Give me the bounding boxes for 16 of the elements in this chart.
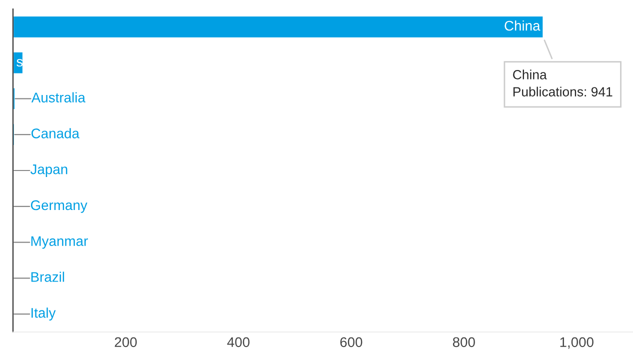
x-tick-label: 1,000 [560,337,594,349]
y-tick-label: China [504,20,540,31]
y-tick-label: Germany [30,200,88,213]
y-tick-label: Brazil [31,272,64,282]
bar [13,15,544,39]
y-tick-label: Italy [32,308,56,321]
x-tick-label: 200 [114,337,137,348]
y-tick-label: s [16,58,23,67]
x-tick-label: 400 [227,337,250,348]
y-tick-label: Japan [30,164,68,177]
y-tick-label: Canada [32,128,80,138]
y-tick-label: Australia [31,92,86,102]
y-tick-label: Myanmar [31,236,88,249]
x-tick-label: 600 [340,337,362,348]
x-tick-label: 800 [452,337,475,348]
annotation: China Publications: 941 [513,70,612,96]
